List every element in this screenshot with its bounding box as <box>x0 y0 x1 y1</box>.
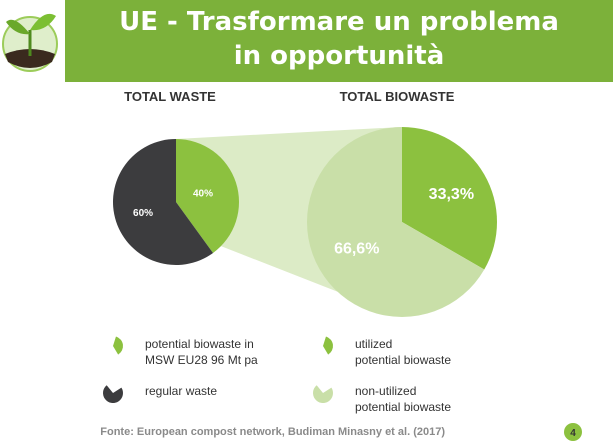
value-label: 33,3% <box>429 186 474 203</box>
source: Fonte: European compost network, Budiman… <box>100 426 445 438</box>
legend-label: regular waste <box>145 384 218 398</box>
legend-label: potential biowaste in MSW EU28 96 Mt pa <box>145 337 258 367</box>
legend-label: non-utilized potential biowaste <box>355 384 452 414</box>
value-label: 40% <box>193 189 213 200</box>
legend-icon <box>102 385 123 404</box>
pie-title: TOTAL WASTE <box>124 89 216 104</box>
legend-icon <box>313 385 333 404</box>
title-line: UE - Trasformare un problema <box>119 7 559 37</box>
pie-slice <box>176 139 240 253</box>
legend-label: utilized potential biowaste <box>355 337 452 367</box>
pie-title: TOTAL BIOWASTE <box>340 89 455 104</box>
legend-icon <box>113 336 123 355</box>
value-label: 66,6% <box>334 241 379 258</box>
pie-slice <box>307 127 485 318</box>
pie-slice <box>113 139 214 265</box>
legend-icon <box>323 336 334 355</box>
header-band <box>65 0 613 82</box>
title-line: in opportunità <box>234 41 445 71</box>
page-number: 4 <box>570 428 576 439</box>
logo <box>0 0 62 82</box>
page-badge <box>564 423 582 441</box>
value-label: 60% <box>133 208 153 219</box>
pie-slice <box>402 127 497 270</box>
